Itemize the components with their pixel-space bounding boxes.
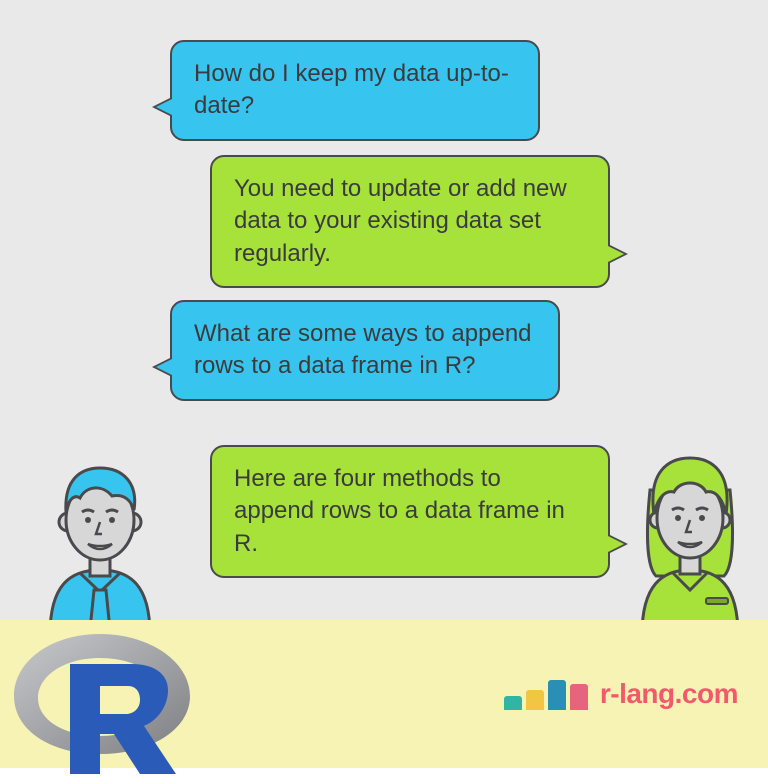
chat-bubble-2: You need to update or add new data to yo… bbox=[210, 155, 610, 288]
brand-bar bbox=[504, 696, 522, 710]
brand-text: r-lang.com bbox=[600, 678, 738, 710]
chat-bubble-1: How do I keep my data up-to-date? bbox=[170, 40, 540, 141]
brand-bar bbox=[526, 690, 544, 710]
footer-bar: r-lang.com bbox=[0, 620, 768, 768]
r-logo-icon bbox=[0, 624, 180, 764]
infographic-canvas: How do I keep my data up-to-date? You nee… bbox=[0, 0, 768, 768]
brand-bar bbox=[570, 684, 588, 710]
brand-bars-icon bbox=[504, 680, 588, 710]
avatar-male bbox=[30, 450, 170, 640]
brand-bar bbox=[548, 680, 566, 710]
avatar-female bbox=[620, 440, 760, 640]
brand: r-lang.com bbox=[504, 678, 738, 710]
chat-bubble-4: Here are four methods to append rows to … bbox=[210, 445, 610, 578]
chat-bubble-3: What are some ways to append rows to a d… bbox=[170, 300, 560, 401]
